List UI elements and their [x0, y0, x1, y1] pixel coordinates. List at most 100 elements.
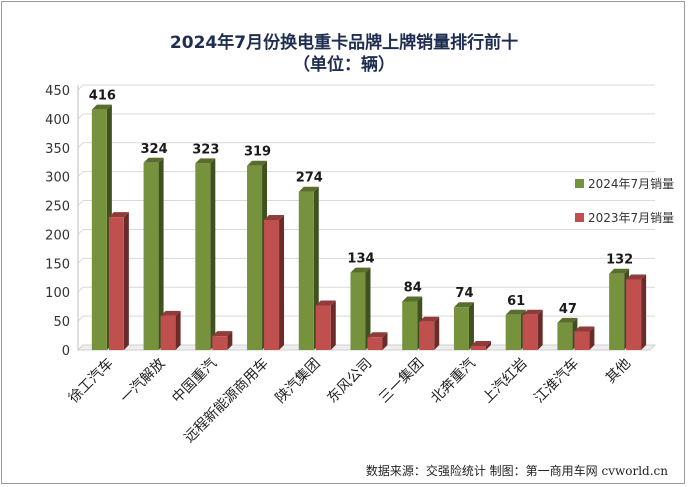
bar-side: [158, 157, 164, 350]
y-tick-label: 250: [45, 200, 70, 215]
gridline-side: [77, 113, 84, 120]
gridline-side: [77, 142, 84, 149]
legend-swatch: [575, 213, 584, 222]
data-label: 61: [507, 294, 525, 309]
bar: [160, 315, 176, 350]
bar: [367, 337, 383, 350]
data-label: 324: [141, 142, 168, 157]
bar: [574, 331, 590, 350]
bar-side: [175, 310, 181, 350]
bar-top: [143, 157, 164, 163]
bar-side: [485, 340, 491, 350]
data-label: 84: [404, 280, 422, 295]
bar-side: [123, 212, 129, 350]
bar-side: [330, 300, 336, 350]
gridline-side: [77, 229, 84, 235]
x-tick-label: 北奔重汽: [428, 356, 479, 407]
y-tick-label: 100: [45, 286, 70, 301]
data-label: 47: [559, 302, 577, 317]
bar-side: [589, 326, 595, 350]
source-footer: 数据来源：交强险统计 制图：第一商用车网 cvworld.cn: [365, 464, 668, 478]
bar-side: [468, 302, 474, 350]
data-label: 132: [606, 253, 633, 268]
gridline-side: [77, 286, 84, 293]
bar-top: [264, 215, 285, 220]
bar-top: [91, 104, 112, 110]
bar-side: [434, 316, 440, 350]
y-tick-label: 400: [45, 113, 70, 128]
data-label: 134: [347, 252, 374, 267]
bar-top: [609, 268, 630, 274]
gridline-side: [77, 171, 84, 178]
bar: [419, 321, 435, 350]
bar: [298, 191, 314, 350]
y-tick-label: 350: [45, 142, 70, 157]
bar-side: [537, 309, 543, 350]
data-label: 319: [244, 145, 271, 160]
bar-top: [574, 326, 595, 332]
bar-top: [212, 331, 233, 337]
bar-top: [522, 309, 543, 315]
y-tick-label: 300: [45, 171, 70, 186]
bar: [108, 217, 124, 350]
bar-top: [505, 309, 526, 315]
x-tick-label: 三一集团: [375, 355, 427, 407]
x-tick-label: 中国重汽: [169, 356, 220, 407]
bar-side: [279, 215, 285, 350]
bar-top: [160, 310, 181, 316]
bar-top: [402, 296, 423, 302]
bar: [402, 301, 418, 350]
y-tick-label: 50: [53, 315, 70, 330]
bar-top: [419, 316, 440, 322]
gridline-side: [77, 200, 84, 206]
y-tick-label: 450: [45, 84, 70, 99]
legend-swatch: [575, 179, 584, 188]
data-label: 274: [296, 171, 323, 186]
gridline-side: [77, 84, 84, 91]
bar-top: [350, 267, 371, 273]
bar: [315, 305, 331, 350]
chart-title: 2024年7月份换电重卡品牌上牌销量排行前十: [169, 33, 519, 53]
legend-label: 2024年7月销量: [588, 177, 674, 191]
bar-side: [210, 158, 216, 350]
bar: [195, 163, 211, 350]
bar-side: [365, 267, 371, 350]
bar-top: [557, 317, 578, 323]
bar: [522, 314, 538, 350]
bar-top: [298, 186, 319, 192]
x-tick-label: 徐工汽车: [65, 355, 117, 407]
bar-top: [195, 158, 216, 164]
gridline-side: [77, 257, 84, 264]
chart-subtitle: （单位：辆）: [293, 55, 395, 75]
legend-label: 2023年7月销量: [588, 211, 674, 225]
bar: [557, 322, 573, 350]
x-tick-label: 上汽红岩: [480, 356, 531, 407]
y-tick-label: 150: [45, 257, 70, 272]
data-label: 74: [455, 286, 473, 301]
bar: [470, 345, 486, 350]
bar-top: [453, 302, 474, 308]
x-tick-label: 远程新能源商用车: [181, 355, 272, 446]
bar: [350, 272, 366, 350]
x-tick-label: 江淮汽车: [531, 355, 583, 407]
y-tick-label: 0: [62, 344, 70, 359]
x-tick-label: 东风公司: [324, 356, 375, 407]
x-tick-label: 一汽解放: [118, 356, 169, 407]
x-tick-label: 其他: [603, 356, 634, 387]
bar: [626, 279, 642, 350]
bar: [91, 109, 107, 351]
data-label: 416: [89, 89, 116, 104]
bar: [247, 165, 263, 350]
x-tick-label: 陕汽集团: [272, 355, 324, 407]
bar-top: [367, 332, 388, 338]
data-label: 323: [192, 142, 219, 157]
bar-top: [626, 274, 647, 280]
bar-top: [470, 340, 491, 346]
bar: [264, 220, 280, 350]
y-tick-label: 200: [45, 228, 70, 243]
bar: [609, 273, 625, 350]
bar-top: [108, 212, 129, 218]
bar-top: [315, 300, 336, 306]
bar: [143, 162, 159, 350]
